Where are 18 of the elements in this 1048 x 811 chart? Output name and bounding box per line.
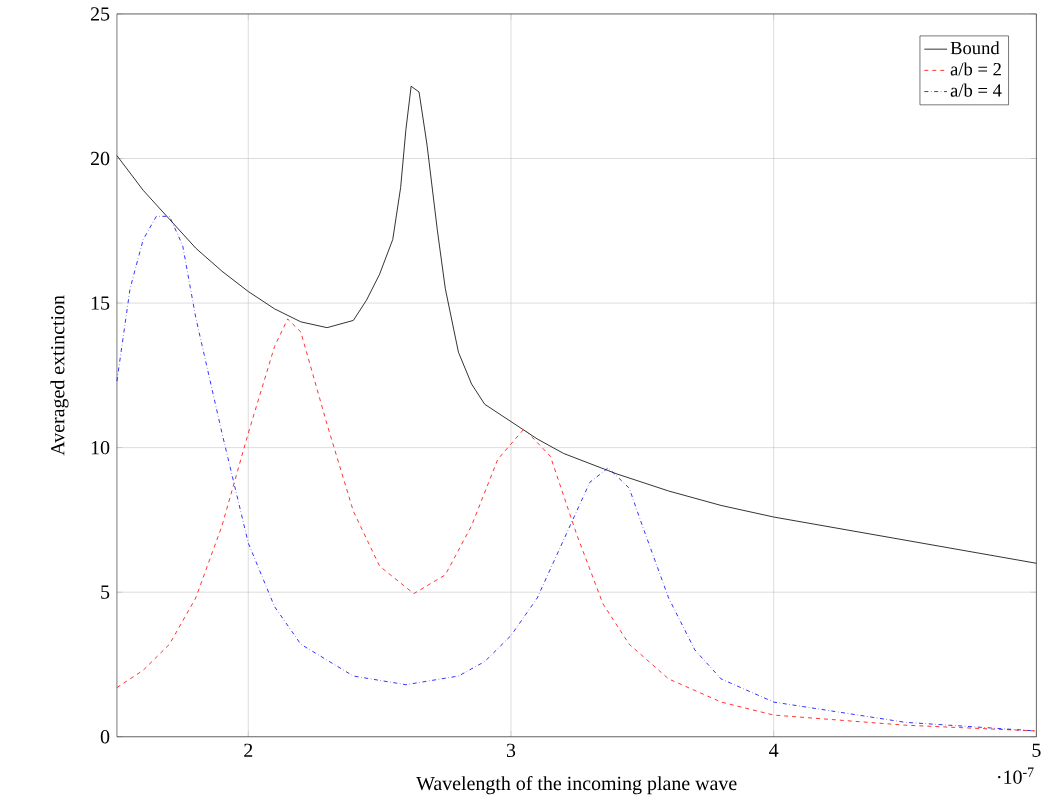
x-tick-label: 3 (506, 743, 516, 757)
y-tick-label: 10 (91, 440, 110, 455)
y-tick-label: 15 (91, 296, 110, 310)
y-tick-label: 5 (101, 585, 110, 599)
text: ·10$^{-7}$ (998, 767, 1034, 784)
y-tick-label: 20 (90, 151, 110, 166)
legend-label: a/b = 2 (950, 62, 1001, 76)
legend-label: a/b = 4 (950, 83, 1002, 97)
line-series (116, 318, 1037, 732)
line-series (116, 215, 1037, 732)
legend-label: Bound (950, 41, 1000, 55)
x-tick-label: 5 (1032, 743, 1041, 757)
y-axis-title: Averaged extinction (50, 295, 69, 456)
y-tick-label: 25 (90, 7, 110, 21)
x-axis-title: Wavelength of the incoming plane wave (416, 775, 737, 795)
x-tick-label: 2 (244, 743, 253, 757)
y-tick-label: 0 (100, 729, 110, 744)
x-tick-label: 4 (769, 743, 779, 757)
